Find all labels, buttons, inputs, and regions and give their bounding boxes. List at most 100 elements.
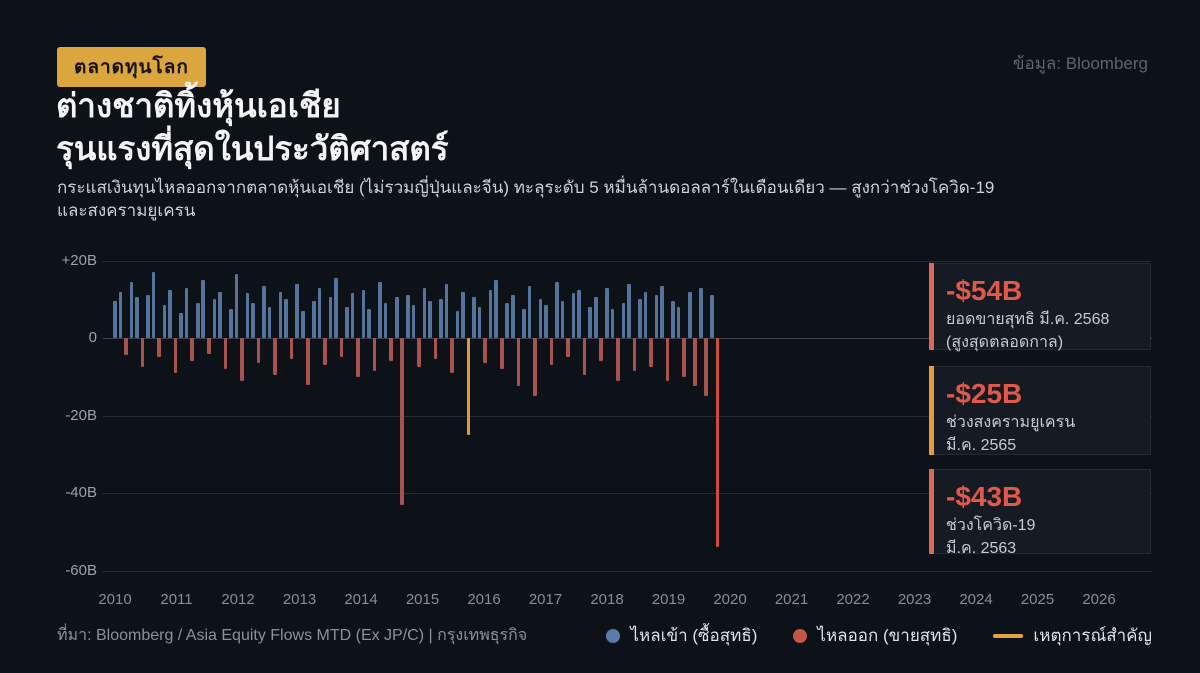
- inflow-bar: [383, 303, 388, 338]
- inflow-bar: [610, 308, 615, 338]
- x-axis-tick-label: 2013: [282, 591, 317, 608]
- outflow-bar: [533, 338, 537, 397]
- annotation-line2: มี.ค. 2565: [946, 437, 1017, 454]
- x-axis-tick-label: 2018: [590, 591, 624, 608]
- outflow-bar: [704, 338, 709, 397]
- x-axis-tick-label: 2021: [774, 591, 809, 608]
- key-event-bar: [466, 338, 471, 435]
- inflow-bar: [394, 297, 399, 338]
- inflow-bar: [544, 305, 548, 338]
- outflow-bar: [206, 338, 211, 354]
- category-badge: ตลาดทุนโลก: [57, 47, 206, 87]
- annotation-ukraine-war: -$25B ช่วงสงครามยูเครน มี.ค. 2565: [929, 366, 1151, 455]
- x-axis-tick-label: 2014: [344, 591, 378, 608]
- inflow-bar: [560, 301, 565, 338]
- inflow-bar: [334, 277, 338, 338]
- inflow-bar: [267, 307, 272, 338]
- outflow-bar: [499, 338, 504, 369]
- inflow-bar: [146, 295, 150, 338]
- outflow-bar: [190, 338, 194, 362]
- outflow-bar: [417, 338, 421, 368]
- inflow-bar: [278, 291, 283, 338]
- x-axis-tick-label: 2019: [651, 591, 686, 608]
- gridline: [103, 570, 1152, 572]
- inflow-bar: [710, 295, 714, 338]
- x-axis-tick-label: 2012: [221, 591, 255, 608]
- x-axis-tick-label: 2022: [836, 591, 870, 608]
- inflow-bar: [571, 293, 576, 338]
- source-text: ที่มา: Bloomberg / Asia Equity Flows MTD…: [57, 627, 528, 644]
- inflow-bar: [444, 283, 449, 338]
- annotation-value: -$25B: [946, 378, 1023, 409]
- inflow-bar: [455, 310, 460, 338]
- inflow-bar: [184, 287, 189, 338]
- x-axis-tick-label: 2017: [528, 591, 563, 608]
- outflow-bar: [256, 338, 261, 364]
- inflow-bar: [698, 287, 703, 338]
- inflow-bar: [295, 283, 300, 338]
- annotation-value: -$54B: [946, 275, 1023, 306]
- inflow-dot-icon: [606, 628, 621, 643]
- annotation-line2: มี.ค. 2563: [946, 540, 1017, 557]
- x-axis-tick-label: 2025: [1020, 591, 1055, 608]
- outflow-bar: [665, 338, 670, 381]
- annotation-record-outflow: -$54B ยอดขายสุทธิ มี.ค. 2568 (สูงสุดตลอด…: [929, 263, 1151, 351]
- inflow-bar: [345, 307, 349, 338]
- x-axis-tick-label: 2010: [98, 591, 132, 608]
- outflow-bar: [372, 338, 377, 371]
- x-axis-tick-label: 2024: [959, 591, 993, 608]
- inflow-bar: [461, 291, 465, 338]
- inflow-bar: [350, 293, 355, 338]
- footer: ที่มา: Bloomberg / Asia Equity Flows MTD…: [57, 622, 1152, 649]
- outflow-bar: [323, 338, 327, 366]
- outflow-bar: [124, 338, 128, 356]
- y-axis-tick-label: 0: [88, 329, 97, 346]
- inflow-bar: [229, 308, 233, 338]
- x-axis-tick-label: 2020: [713, 591, 747, 608]
- inflow-bar: [168, 289, 172, 338]
- outflow-bar: [356, 338, 360, 377]
- inflow-bar: [151, 272, 156, 338]
- inflow-bar: [361, 289, 366, 338]
- outflow-bar: [140, 338, 145, 368]
- outflow-bar: [289, 338, 294, 360]
- annotation-line1: ช่วงโควิด-19: [946, 517, 1036, 534]
- record-outflow-bar: [715, 338, 720, 548]
- legend: ไหลเข้า (ซื้อสุทธิ) ไหลออก (ขายสุทธิ) เห…: [606, 622, 1152, 649]
- inflow-bar: [135, 297, 139, 338]
- annotation-covid19: -$43B ช่วงโควิด-19 มี.ค. 2563: [929, 469, 1151, 557]
- x-axis-tick-label: 2011: [160, 591, 193, 608]
- annotation-accent-bar: [929, 263, 934, 350]
- outflow-bar: [566, 338, 570, 358]
- page-subtitle-line1: กระแสเงินทุนไหลออกจากตลาดหุ้นเอเชีย (ไม่…: [57, 178, 995, 197]
- inflow-bar: [300, 310, 305, 338]
- x-axis-tick-label: 2016: [467, 591, 501, 608]
- legend-label-key-event: เหตุการณ์สำคัญ: [1033, 626, 1152, 645]
- inflow-bar: [284, 299, 288, 338]
- x-axis-tick-label: 2023: [897, 591, 932, 608]
- page-subtitle: กระแสเงินทุนไหลออกจากตลาดหุ้นเอเชีย (ไม่…: [57, 176, 994, 222]
- legend-label-inflow: ไหลเข้า (ซื้อสุทธิ): [630, 626, 758, 645]
- data-source-note: ข้อมูล: Bloomberg: [1012, 54, 1148, 73]
- inflow-bar: [328, 297, 333, 338]
- gridline: [103, 493, 1152, 494]
- annotation-accent-bar: [929, 366, 934, 455]
- outflow-bar: [240, 338, 244, 381]
- outflow-bar: [339, 338, 344, 358]
- inflow-bar: [627, 283, 631, 338]
- outflow-bar: [682, 338, 686, 377]
- inflow-bar: [422, 287, 427, 338]
- inflow-bar: [179, 312, 183, 338]
- outflow-bar: [549, 338, 554, 366]
- inflow-bar: [505, 303, 510, 338]
- inflow-bar: [522, 308, 526, 338]
- inflow-bar: [411, 305, 416, 338]
- inflow-bar: [113, 301, 117, 338]
- outflow-bar: [433, 338, 438, 360]
- inflow-bar: [488, 289, 493, 338]
- outflow-bar: [582, 338, 587, 375]
- inflow-bar: [643, 291, 648, 338]
- y-axis-tick-label: +20B: [61, 251, 97, 269]
- zero-gridline: [103, 338, 1152, 339]
